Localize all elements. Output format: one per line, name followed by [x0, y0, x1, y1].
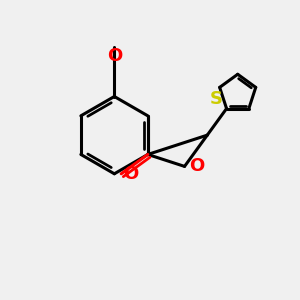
Text: O: O — [123, 165, 138, 183]
Text: O: O — [107, 46, 122, 64]
Text: S: S — [210, 90, 223, 108]
Text: O: O — [189, 158, 204, 175]
